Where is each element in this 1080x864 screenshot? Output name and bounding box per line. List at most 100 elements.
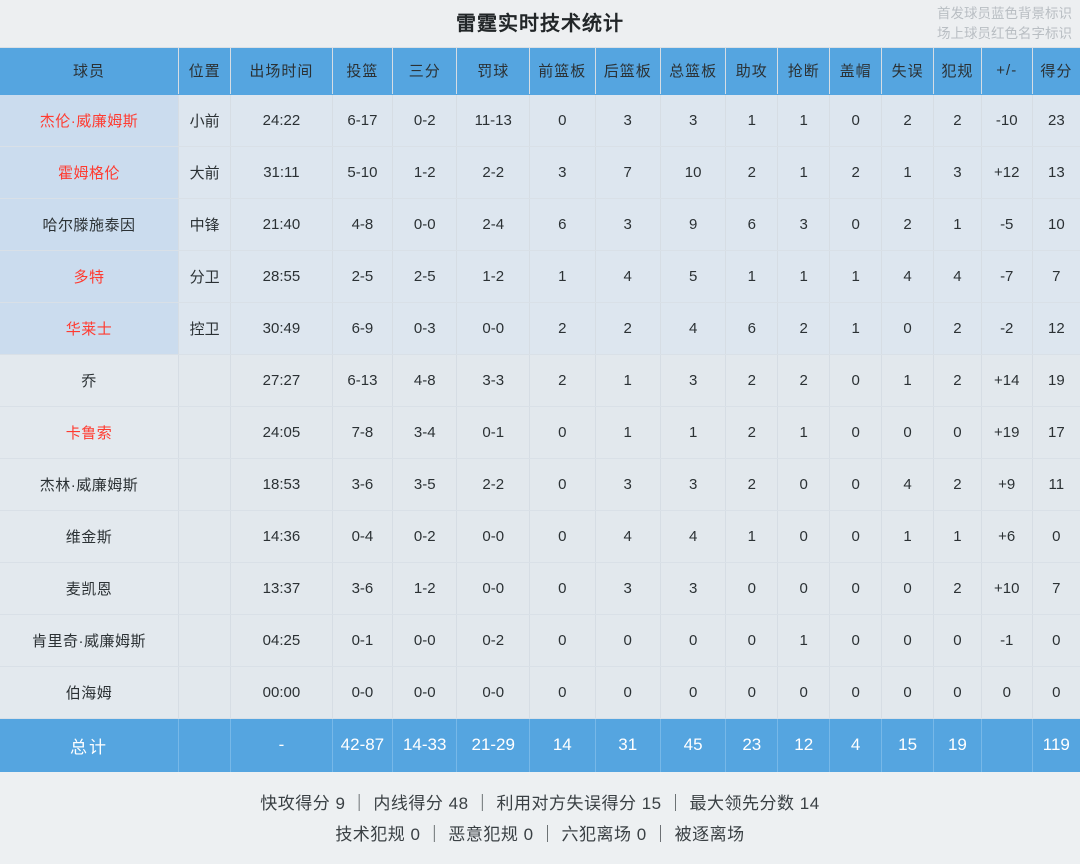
column-header-ast[interactable]: 助攻 xyxy=(725,48,779,95)
cell-ast: 0 xyxy=(725,562,779,615)
player-name[interactable]: 肯里奇·威廉姆斯 xyxy=(0,614,180,667)
cell-minutes: 24:22 xyxy=(230,94,333,147)
cell-ast: 2 xyxy=(725,406,779,459)
cell-position: 控卫 xyxy=(178,302,232,355)
cell-ast: 6 xyxy=(725,302,779,355)
cell-plusminus: +14 xyxy=(981,354,1033,407)
cell-ast: 2 xyxy=(725,146,779,199)
table-row[interactable]: 多特 分卫 28:55 2-5 2-5 1-2 1 4 5 1 1 1 4 4 -7 7 xyxy=(0,250,1080,303)
cell-points: 7 xyxy=(1032,562,1080,615)
cell-stl: 2 xyxy=(777,302,831,355)
table-row[interactable]: 霍姆格伦 大前 31:11 5-10 1-2 2-2 3 7 10 2 1 2 1 3 +12 13 xyxy=(0,146,1080,199)
player-name[interactable]: 伯海姆 xyxy=(0,666,180,719)
column-header-ft[interactable]: 罚球 xyxy=(456,48,531,95)
cell-tov: 4 xyxy=(881,250,935,303)
column-header-player[interactable]: 球员 xyxy=(0,48,180,95)
cell-reb: 0 xyxy=(660,666,727,719)
cell-plusminus: -7 xyxy=(981,250,1033,303)
column-header-position[interactable]: 位置 xyxy=(178,48,232,95)
column-header-fg[interactable]: 投篮 xyxy=(332,48,394,95)
table-row[interactable]: 肯里奇·威廉姆斯 04:25 0-1 0-0 0-2 0 0 0 0 1 0 0 0 -1 0 xyxy=(0,614,1080,667)
cell-dreb: 7 xyxy=(595,146,661,199)
player-name[interactable]: 杰林·威廉姆斯 xyxy=(0,458,180,511)
cell-minutes: 14:36 xyxy=(230,510,333,563)
player-name[interactable]: 霍姆格伦 xyxy=(0,146,180,199)
player-name[interactable]: 维金斯 xyxy=(0,510,180,563)
totals-cell-points: 119 xyxy=(1032,717,1080,772)
player-name[interactable]: 多特 xyxy=(0,250,180,303)
column-header-oreb[interactable]: 前篮板 xyxy=(529,48,596,95)
cell-position xyxy=(178,614,232,667)
player-name[interactable]: 麦凯恩 xyxy=(0,562,180,615)
cell-plusminus: +9 xyxy=(981,458,1033,511)
cell-fg: 3-6 xyxy=(332,458,394,511)
cell-blk: 0 xyxy=(829,666,883,719)
cell-dreb: 2 xyxy=(595,302,661,355)
cell-ast: 0 xyxy=(725,614,779,667)
cell-tov: 1 xyxy=(881,510,935,563)
table-row[interactable]: 伯海姆 00:00 0-0 0-0 0-0 0 0 0 0 0 0 0 0 0 0 xyxy=(0,666,1080,719)
cell-minutes: 21:40 xyxy=(230,198,333,251)
cell-3p: 0-2 xyxy=(392,510,458,563)
cell-tov: 2 xyxy=(881,198,935,251)
cell-minutes: 24:05 xyxy=(230,406,333,459)
cell-blk: 0 xyxy=(829,94,883,147)
cell-blk: 0 xyxy=(829,198,883,251)
cell-oreb: 0 xyxy=(529,458,596,511)
column-header-blk[interactable]: 盖帽 xyxy=(829,48,883,95)
cell-ft: 0-0 xyxy=(456,666,531,719)
totals-cell-ft: 21-29 xyxy=(456,717,531,772)
player-name[interactable]: 哈尔滕施泰因 xyxy=(0,198,180,251)
cell-position: 大前 xyxy=(178,146,232,199)
player-name[interactable]: 华莱士 xyxy=(0,302,180,355)
column-header-plusminus[interactable]: +/- xyxy=(981,48,1033,95)
cell-3p: 0-0 xyxy=(392,614,458,667)
table-row[interactable]: 维金斯 14:36 0-4 0-2 0-0 0 4 4 1 0 0 1 1 +6 0 xyxy=(0,510,1080,563)
cell-position xyxy=(178,458,232,511)
cell-oreb: 0 xyxy=(529,666,596,719)
cell-oreb: 6 xyxy=(529,198,596,251)
cell-fg: 6-13 xyxy=(332,354,394,407)
player-name[interactable]: 杰伦·威廉姆斯 xyxy=(0,94,180,147)
cell-ast: 0 xyxy=(725,666,779,719)
table-row[interactable]: 哈尔滕施泰因 中锋 21:40 4-8 0-0 2-4 6 3 9 6 3 0 2 1 -5 10 xyxy=(0,198,1080,251)
column-header-stl[interactable]: 抢断 xyxy=(777,48,831,95)
cell-stl: 1 xyxy=(777,94,831,147)
cell-plusminus: -2 xyxy=(981,302,1033,355)
column-header-pf[interactable]: 犯规 xyxy=(933,48,982,95)
table-row[interactable]: 麦凯恩 13:37 3-6 1-2 0-0 0 3 3 0 0 0 0 2 +10 7 xyxy=(0,562,1080,615)
cell-ast: 1 xyxy=(725,250,779,303)
column-header-dreb[interactable]: 后篮板 xyxy=(595,48,661,95)
table-row[interactable]: 杰伦·威廉姆斯 小前 24:22 6-17 0-2 11-13 0 3 3 1 1 0 2 2 -10 23 xyxy=(0,94,1080,147)
cell-ft: 0-2 xyxy=(456,614,531,667)
cell-minutes: 30:49 xyxy=(230,302,333,355)
cell-position: 中锋 xyxy=(178,198,232,251)
table-row[interactable]: 杰林·威廉姆斯 18:53 3-6 3-5 2-2 0 3 3 2 0 0 4 2 +9 11 xyxy=(0,458,1080,511)
cell-blk: 2 xyxy=(829,146,883,199)
player-name[interactable]: 卡鲁索 xyxy=(0,406,180,459)
table-row[interactable]: 华莱士 控卫 30:49 6-9 0-3 0-0 2 2 4 6 2 1 0 2 -2 12 xyxy=(0,302,1080,355)
cell-position xyxy=(178,354,232,407)
cell-oreb: 0 xyxy=(529,406,596,459)
cell-reb: 5 xyxy=(660,250,727,303)
cell-fg: 0-1 xyxy=(332,614,394,667)
column-header-reb[interactable]: 总篮板 xyxy=(660,48,727,95)
cell-ast: 2 xyxy=(725,458,779,511)
cell-dreb: 0 xyxy=(595,614,661,667)
cell-3p: 0-0 xyxy=(392,666,458,719)
cell-dreb: 4 xyxy=(595,510,661,563)
cell-ft: 0-1 xyxy=(456,406,531,459)
cell-3p: 4-8 xyxy=(392,354,458,407)
column-header-minutes[interactable]: 出场时间 xyxy=(230,48,333,95)
column-header-points[interactable]: 得分 xyxy=(1032,48,1080,95)
cell-3p: 2-5 xyxy=(392,250,458,303)
column-header-tov[interactable]: 失误 xyxy=(881,48,935,95)
cell-position: 小前 xyxy=(178,94,232,147)
cell-ft: 0-0 xyxy=(456,562,531,615)
column-header-3p[interactable]: 三分 xyxy=(392,48,458,95)
legend-line-starters: 首发球员蓝色背景标识 xyxy=(937,6,1072,21)
table-row[interactable]: 乔 27:27 6-13 4-8 3-3 2 1 3 2 2 0 1 2 +14 19 xyxy=(0,354,1080,407)
player-name[interactable]: 乔 xyxy=(0,354,180,407)
table-row[interactable]: 卡鲁索 24:05 7-8 3-4 0-1 0 1 1 2 1 0 0 0 +19 17 xyxy=(0,406,1080,459)
